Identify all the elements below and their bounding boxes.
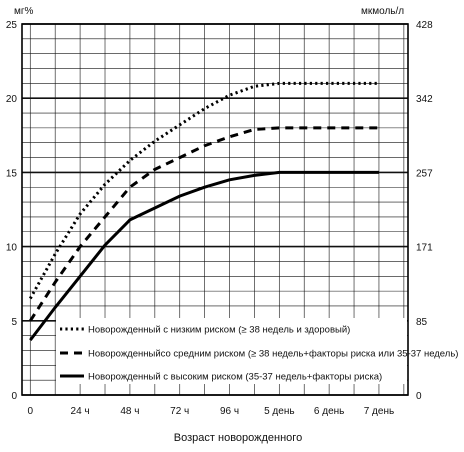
left-axis-unit: мг% [14, 6, 34, 17]
x-axis-label: Возраст новорожденного [174, 432, 302, 444]
legend-label: Новорожденный с низким риском (≥ 38 неде… [88, 325, 350, 336]
right-axis-unit: мкмоль/л [361, 6, 404, 17]
x-tick-label: 24 ч [71, 406, 90, 417]
x-tick-label: 6 день [314, 406, 344, 417]
right-y-tick-label: 257 [416, 168, 433, 179]
left-y-tick-label: 15 [6, 168, 18, 179]
left-y-tick-label: 20 [6, 94, 18, 105]
right-y-tick-label: 171 [416, 243, 433, 254]
x-tick-label: 72 ч [170, 406, 189, 417]
right-y-tick-label: 428 [416, 20, 433, 31]
series-line-dashed [29, 126, 379, 322]
left-y-tick-label: 25 [6, 20, 18, 31]
chart-legend: Новорожденный с низким риском (≥ 38 неде… [56, 318, 458, 384]
right-y-tick-label: 85 [416, 317, 428, 328]
plot-frame [21, 23, 409, 396]
right-y-tick-label: 342 [416, 94, 433, 105]
x-tick-label: 48 ч [120, 406, 139, 417]
legend-background [56, 318, 407, 384]
x-tick-label: 0 [28, 406, 34, 417]
left-y-tick-label: 0 [11, 391, 17, 402]
x-tick-label: 5 день [264, 406, 294, 417]
x-tick-label: 96 ч [220, 406, 239, 417]
legend-label: Новорожденный с высоким риском (35-37 не… [88, 372, 382, 383]
series-line-dotted [28, 81, 379, 300]
x-tick-label: 7 день [364, 406, 394, 417]
series-line-solid [29, 170, 379, 342]
left-y-tick-label: 10 [6, 243, 18, 254]
left-y-tick-label: 5 [11, 317, 17, 328]
chart-axes: 0 24 ч 48 ч 72 ч 96 ч 5 день 6 день 7 день 0 5 10 1… [6, 20, 433, 417]
chart-series [28, 81, 379, 342]
right-y-tick-label: 0 [416, 391, 422, 402]
legend-label: Новорожденныйсо средним риском (≥ 38 нед… [88, 349, 458, 360]
